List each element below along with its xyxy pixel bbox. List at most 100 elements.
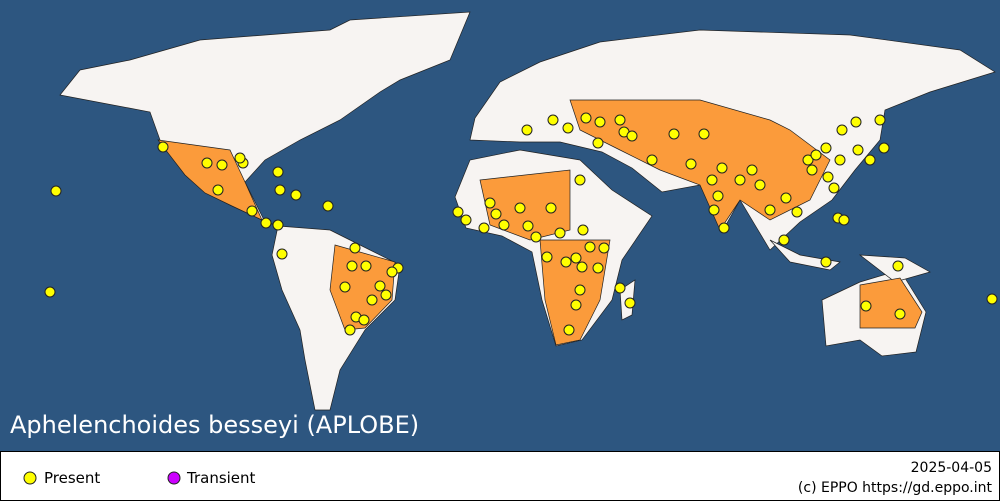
presence-point [584,241,596,253]
presence-point [574,174,586,186]
presence-point [272,219,284,231]
presence-point [360,260,372,272]
presence-point [498,219,510,231]
presence-point [157,141,169,153]
presence-point [530,231,542,243]
presence-point [754,179,766,191]
presence-point [560,256,572,268]
presence-point [344,324,356,336]
presence-point [834,154,846,166]
presence-point [878,142,890,154]
presence-point [452,206,464,218]
presence-point [577,224,589,236]
presence-point [547,114,559,126]
presence-point [820,142,832,154]
presence-point [216,159,228,171]
presence-point [260,217,272,229]
presence-point [592,137,604,149]
presence-point [541,251,553,263]
presence-point [874,114,886,126]
presence-point [460,214,472,226]
presence-point [986,293,998,305]
presence-point [706,174,718,186]
presence-point [514,202,526,214]
presence-point [290,189,302,201]
presence-points [44,112,998,336]
presence-point [366,294,378,306]
presence-point [614,282,626,294]
presence-point [201,157,213,169]
presence-point [44,286,56,298]
presence-point [864,154,876,166]
presence-point [810,149,822,161]
presence-point [698,128,710,140]
presence-point [685,158,697,170]
presence-point [490,208,502,220]
presence-point [592,262,604,274]
legend-swatch [167,471,181,485]
presence-point [574,284,586,296]
presence-point [521,124,533,136]
legend-label: Present [44,469,100,487]
presence-point [778,234,790,246]
date: 2025-04-05 [911,460,992,476]
presence-point [806,164,818,176]
presence-point [708,204,720,216]
legend-box [0,451,1000,501]
presence-point [850,116,862,128]
presence-point [598,242,610,254]
presence-point [718,222,730,234]
credit: (c) EPPO https://gd.eppo.int [798,480,993,496]
presence-point [386,266,398,278]
presence-point [570,252,582,264]
land [59,11,996,411]
presence-point [646,154,658,166]
presence-point [563,324,575,336]
presence-point [358,314,370,326]
presence-point [716,162,728,174]
presence-point [712,190,724,202]
presence-point [580,112,592,124]
presence-point [838,214,850,226]
presence-point [346,260,358,272]
map-title: Aphelenchoides besseyi (APLOBE) [10,411,419,439]
presence-point [828,182,840,194]
presence-point [594,116,606,128]
presence-point [570,299,582,311]
presence-point [894,308,906,320]
legend-label: Transient [186,469,256,487]
presence-point [576,261,588,273]
presence-point [234,152,246,164]
presence-point [246,205,258,217]
presence-point [484,197,496,209]
legend-swatch [23,471,37,485]
presence-point [764,204,776,216]
presence-point [852,144,864,156]
presence-point [322,200,334,212]
presence-point [624,297,636,309]
presence-point [212,184,224,196]
presence-point [836,124,848,136]
presence-point [780,192,792,204]
presence-point [626,130,638,142]
presence-point [339,281,351,293]
presence-point [892,260,904,272]
presence-point [562,122,574,134]
presence-point [374,280,386,292]
presence-point [349,242,361,254]
presence-point [746,164,758,176]
presence-point [802,154,814,166]
presence-point [522,220,534,232]
presence-point [276,248,288,260]
presence-point [791,206,803,218]
presence-point [478,222,490,234]
presence-point [545,202,557,214]
presence-point [822,171,834,183]
presence-point [554,227,566,239]
presence-point [272,166,284,178]
presence-point [380,289,392,301]
presence-point [820,256,832,268]
presence-point [860,300,872,312]
presence-point [50,185,62,197]
presence-point [614,114,626,126]
